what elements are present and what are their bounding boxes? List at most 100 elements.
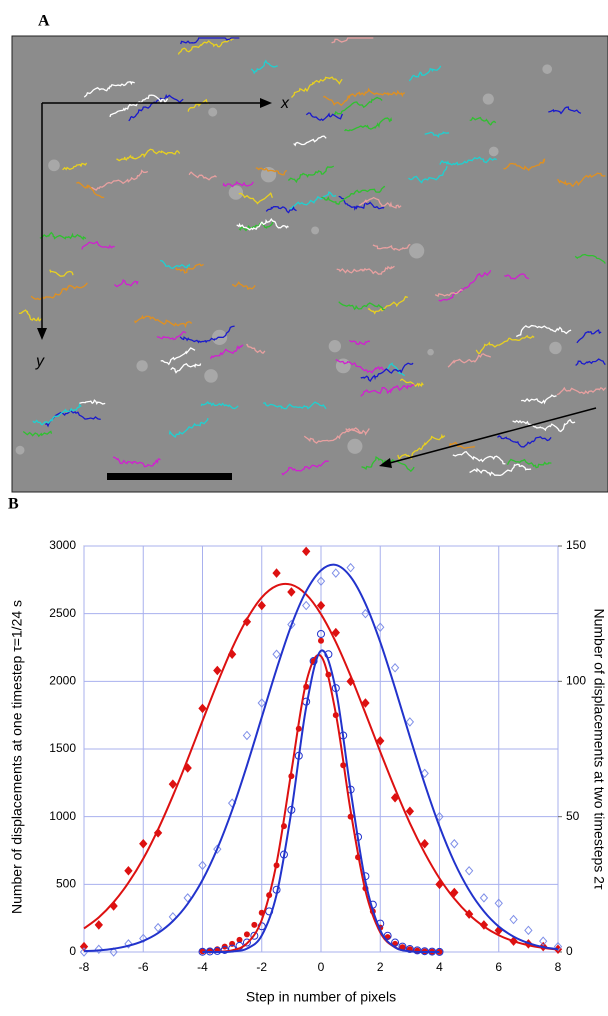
trajectory bbox=[469, 116, 497, 126]
data-point bbox=[242, 938, 251, 947]
trajectory bbox=[452, 450, 506, 465]
trajectory bbox=[32, 403, 82, 426]
blob bbox=[488, 146, 499, 157]
trajectory bbox=[516, 324, 572, 338]
trajectory bbox=[89, 169, 149, 191]
data-point bbox=[124, 939, 133, 949]
trajectory bbox=[360, 384, 415, 397]
trajectory bbox=[333, 96, 383, 115]
blob bbox=[328, 340, 342, 353]
arrow-head bbox=[260, 98, 272, 108]
data-point bbox=[331, 568, 340, 578]
trajectory bbox=[574, 253, 606, 264]
data-point bbox=[272, 568, 281, 578]
trajectory bbox=[262, 401, 327, 410]
blob bbox=[347, 438, 363, 454]
fit-curve bbox=[83, 563, 559, 953]
data-point bbox=[405, 806, 415, 817]
trajectory bbox=[548, 106, 582, 115]
trajectory bbox=[156, 330, 187, 341]
blob bbox=[482, 93, 494, 105]
data-point bbox=[405, 945, 414, 954]
trajectory bbox=[321, 185, 386, 205]
trajectory bbox=[322, 91, 367, 107]
data-point bbox=[198, 860, 207, 871]
trajectory bbox=[521, 394, 557, 405]
x-tick-label: 4 bbox=[436, 960, 443, 974]
x-tick-label: -6 bbox=[138, 960, 149, 974]
y-tick-label: 1500 bbox=[49, 741, 76, 755]
trajectory bbox=[210, 344, 244, 360]
data-point bbox=[287, 619, 296, 630]
data-point bbox=[198, 703, 207, 714]
flow-arrow bbox=[385, 407, 597, 465]
data-point bbox=[390, 663, 400, 673]
arrow-head bbox=[379, 458, 392, 468]
trajectory bbox=[289, 191, 337, 210]
blob bbox=[204, 369, 218, 383]
data-point bbox=[243, 931, 250, 938]
trajectory bbox=[231, 281, 256, 290]
data-point bbox=[236, 936, 243, 943]
trajectory bbox=[469, 463, 532, 477]
trajectory bbox=[557, 172, 606, 188]
data-point bbox=[539, 936, 548, 946]
data-point bbox=[109, 947, 118, 957]
trajectory bbox=[22, 430, 53, 438]
trajectory bbox=[291, 76, 343, 98]
trajectory bbox=[238, 221, 274, 232]
x-tick-label: -4 bbox=[197, 960, 208, 974]
data-point bbox=[450, 838, 459, 849]
fit-curve bbox=[202, 649, 440, 954]
y-tick-label: 500 bbox=[56, 877, 76, 891]
data-point bbox=[124, 866, 133, 876]
data-point bbox=[435, 811, 444, 822]
trajectory bbox=[293, 135, 327, 147]
data-point bbox=[391, 938, 400, 947]
blob bbox=[427, 348, 434, 356]
y-tick-label: 2500 bbox=[49, 606, 76, 620]
x-tick-label: 0 bbox=[318, 960, 325, 974]
y2-axis-label: Number of displacements at two timesteps… bbox=[591, 609, 607, 890]
data-point bbox=[213, 665, 222, 676]
data-point bbox=[376, 622, 385, 632]
blob bbox=[136, 360, 148, 372]
trajectory bbox=[79, 399, 106, 406]
data-point bbox=[168, 779, 178, 789]
x-tick-label: 2 bbox=[377, 960, 384, 974]
trajectory bbox=[187, 98, 210, 112]
trajectory bbox=[504, 273, 530, 280]
data-point bbox=[376, 736, 385, 746]
data-point bbox=[317, 629, 325, 638]
data-point bbox=[302, 600, 311, 611]
x-tick-label: 6 bbox=[495, 960, 502, 974]
trajectory bbox=[200, 400, 239, 410]
data-point bbox=[346, 562, 355, 573]
trajectory bbox=[112, 456, 161, 468]
trajectory bbox=[76, 181, 105, 199]
trajectory bbox=[512, 418, 576, 433]
trajectory bbox=[372, 243, 411, 252]
trajectory bbox=[236, 217, 289, 231]
trajectory bbox=[255, 167, 288, 176]
x-tick-label: -2 bbox=[256, 960, 267, 974]
data-point bbox=[94, 944, 103, 955]
blob bbox=[228, 185, 244, 200]
data-point bbox=[494, 898, 503, 909]
data-point bbox=[331, 627, 340, 638]
blob bbox=[208, 107, 218, 117]
data-point bbox=[420, 768, 429, 779]
data-point bbox=[420, 838, 429, 849]
data-point bbox=[479, 893, 489, 903]
blob bbox=[15, 445, 25, 455]
trajectory bbox=[475, 334, 535, 355]
trajectory bbox=[576, 329, 602, 344]
trajectory bbox=[250, 59, 278, 75]
trajectory bbox=[159, 259, 191, 269]
trajectory bbox=[360, 362, 414, 383]
trajectory bbox=[222, 181, 254, 188]
data-point bbox=[524, 925, 533, 936]
data-point bbox=[94, 920, 103, 930]
data-point bbox=[242, 730, 252, 741]
